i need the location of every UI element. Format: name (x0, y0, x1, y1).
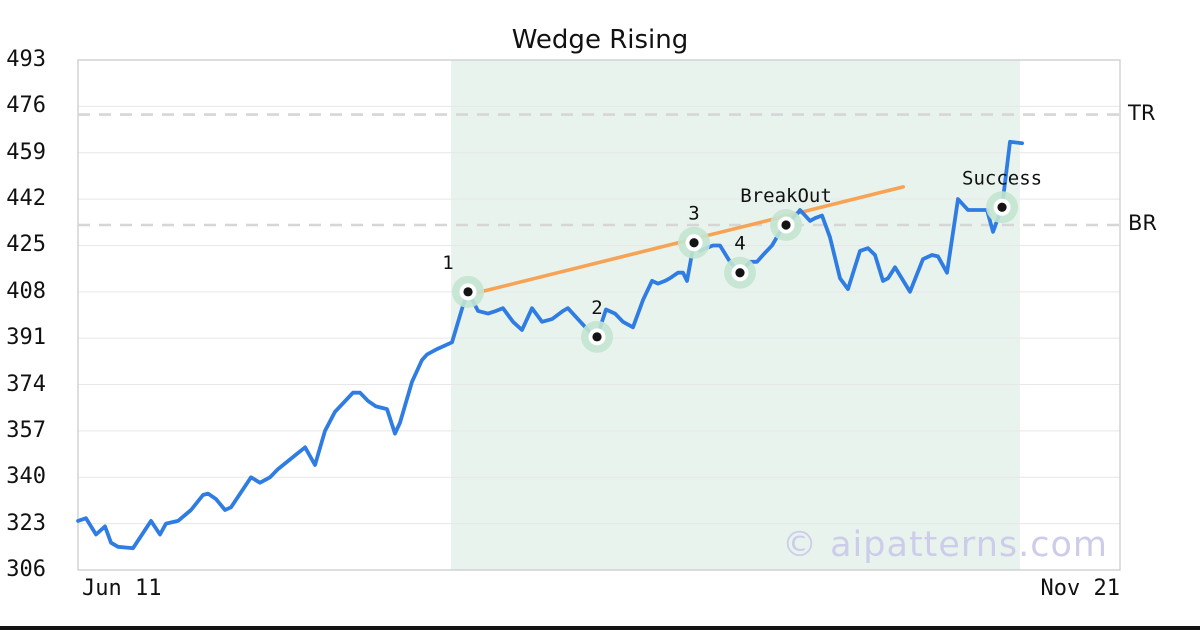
marker-dot-success (997, 202, 1007, 212)
marker-label-breakout: BreakOut (740, 185, 832, 207)
marker-dot-breakout (781, 220, 791, 230)
level-label-tr: TR (1128, 100, 1156, 125)
plot-border (77, 59, 1121, 571)
marker-label-success: Success (962, 167, 1042, 189)
marker-dot-1 (463, 287, 473, 297)
y-tick-label: 493 (6, 47, 46, 72)
y-tick-label: 425 (6, 232, 46, 258)
y-tick-label: 357 (6, 417, 46, 443)
y-tick-label: 306 (6, 557, 46, 582)
y-tick-label: 323 (6, 510, 46, 536)
x-axis-start-label: Jun 11 (82, 576, 162, 601)
x-axis-end-label: Nov 21 (1040, 576, 1120, 601)
marker-dot-3 (689, 238, 699, 248)
y-tick-label: 374 (6, 371, 46, 397)
marker-label-3: 3 (688, 203, 699, 225)
watermark: © aipatterns.com (781, 525, 1108, 565)
level-label-br: BR (1128, 211, 1157, 235)
marker-label-4: 4 (734, 233, 745, 255)
y-tick-label: 391 (6, 325, 46, 351)
pattern-zone (451, 60, 1020, 570)
y-tick-label: 340 (6, 464, 46, 490)
chart-title: Wedge Rising (511, 25, 689, 55)
marker-dot-4 (735, 268, 745, 278)
y-tick-label: 476 (6, 93, 46, 119)
y-tick-label: 459 (6, 139, 46, 165)
marker-dot-2 (592, 332, 602, 342)
bottom-accent-bar (0, 626, 1200, 630)
y-tick-label: 408 (6, 278, 46, 304)
marker-label-2: 2 (591, 297, 602, 319)
y-tick-label: 442 (6, 186, 46, 212)
marker-label-1: 1 (442, 252, 453, 274)
